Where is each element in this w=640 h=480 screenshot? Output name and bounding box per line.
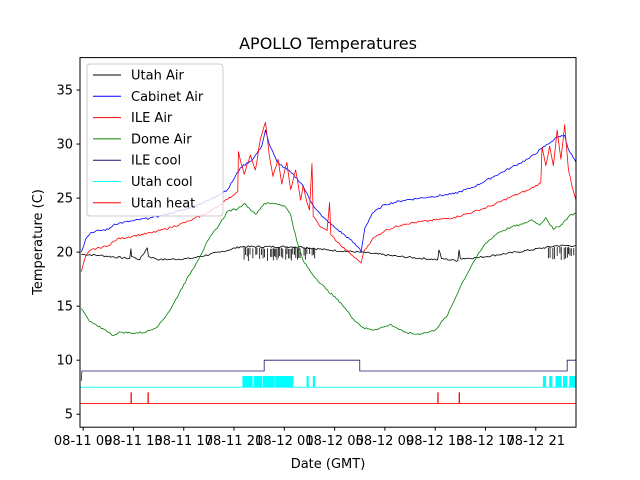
legend: Utah Air Cabinet Air ILE Air Dome Air ILE co…: [86, 63, 224, 217]
x-tick-label: 08-12 17: [456, 434, 514, 449]
legend-label: Utah cool: [131, 175, 193, 190]
series-layer: [80, 122, 576, 404]
legend-label: Utah Air: [131, 69, 184, 84]
legend-entry: ILE Air: [93, 111, 173, 126]
x-tick-label: 08-12 21: [507, 434, 565, 449]
legend-entry: Dome Air: [93, 132, 192, 147]
x-tick-label: 08-11 21: [205, 434, 263, 449]
y-tick-label: 10: [56, 354, 73, 369]
legend-label: Dome Air: [131, 132, 192, 147]
legend-label: ILE Air: [131, 111, 173, 126]
y-tick-label: 20: [56, 246, 73, 261]
y-tick-label: 15: [56, 300, 73, 315]
series-line: [80, 392, 576, 404]
legend-label: Cabinet Air: [131, 90, 204, 105]
x-tick-label: 08-12 05: [305, 434, 363, 449]
series-ile-air: [80, 122, 576, 272]
legend-entry: Cabinet Air: [93, 90, 204, 105]
x-tick-label: 08-11 13: [104, 434, 162, 449]
legend-label: Utah heat: [131, 196, 195, 211]
legend-entry: Utah heat: [93, 196, 195, 211]
series-utah-air: [81, 244, 576, 262]
series-utah-heat: [80, 392, 576, 404]
legend-entry: Utah Air: [93, 69, 184, 84]
x-tick-label: 08-11 09: [54, 434, 112, 449]
x-tick-label: 08-12 13: [406, 434, 464, 449]
x-tick-label: 08-11 17: [154, 434, 212, 449]
series-dome-air: [80, 202, 576, 336]
legend-entry: Utah cool: [93, 175, 193, 190]
y-tick-label: 5: [65, 408, 73, 423]
series-line: [81, 244, 576, 262]
y-tick-label: 25: [56, 192, 73, 207]
legend-box: [86, 63, 224, 217]
chart-title: APOLLO Temperatures: [239, 34, 417, 53]
series-utah-cool: [80, 376, 576, 388]
y-tick-label: 30: [56, 138, 73, 153]
series-line: [80, 376, 576, 388]
y-axis: 5 10 15 20 25 30 35: [56, 84, 80, 423]
x-tick-label: 08-12 01: [255, 434, 313, 449]
plot-frame: [79, 57, 577, 428]
legend-entry: ILE cool: [93, 154, 181, 169]
x-tick-label: 08-12 09: [356, 434, 414, 449]
x-axis-label: Date (GMT): [291, 457, 366, 472]
y-axis-label: Temperature (C): [31, 189, 46, 296]
legend-label: ILE cool: [131, 154, 181, 169]
y-tick-label: 35: [56, 84, 73, 99]
series-line: [80, 202, 576, 336]
